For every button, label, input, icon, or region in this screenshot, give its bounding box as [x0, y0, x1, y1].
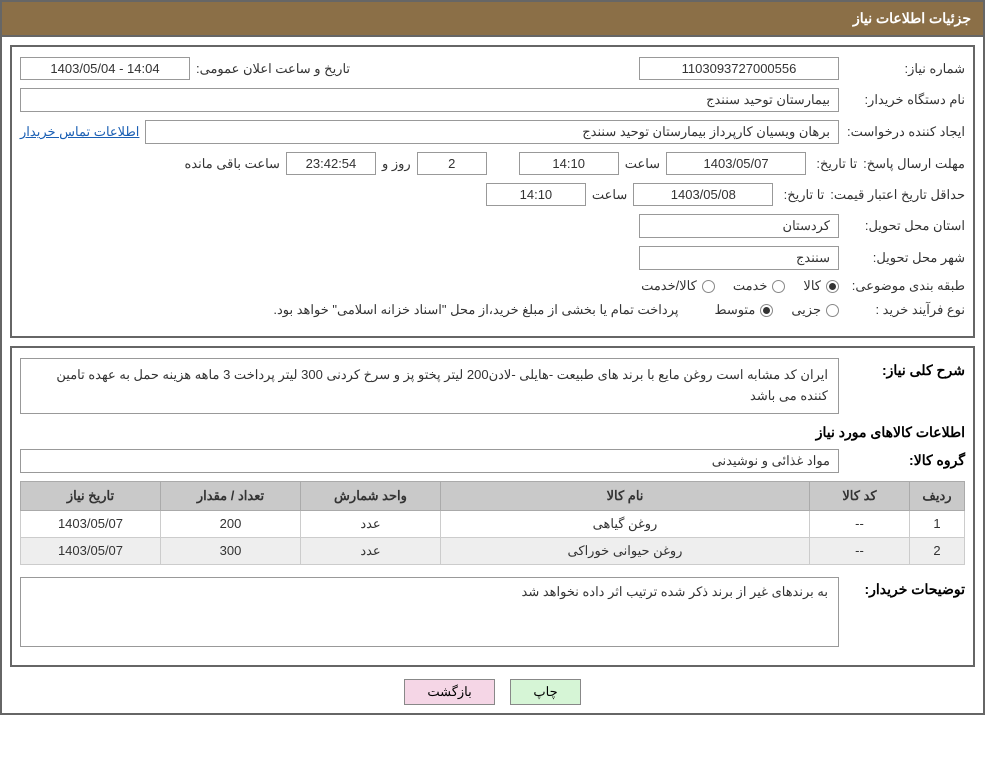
buyer-org-label: نام دستگاه خریدار: — [845, 92, 965, 108]
buyer-notes[interactable]: به برندهای غیر از برند ذکر شده ترتیب اثر… — [20, 577, 839, 647]
radio-goods-label: کالا — [803, 278, 821, 294]
radio-both-label: کالا/خدمت — [641, 278, 697, 294]
creator-label: ایجاد کننده درخواست: — [845, 124, 965, 140]
time-label-2: ساعت — [592, 187, 627, 203]
buyer-contact-link[interactable]: اطلاعات تماس خریدار — [20, 124, 139, 140]
th-unit: واحد شمارش — [301, 481, 441, 510]
group-label: گروه کالا: — [845, 452, 965, 469]
creator-value: برهان ویسیان کارپرداز بیمارستان توحید سن… — [145, 120, 839, 144]
process-label: نوع فرآیند خرید : — [845, 302, 965, 318]
buyer-org-value: بیمارستان توحید سنندج — [20, 88, 839, 112]
radio-icon — [826, 304, 839, 317]
cell-idx: 1 — [910, 510, 965, 537]
deadline-date: 1403/05/07 — [666, 152, 806, 175]
table-row: 2 -- روغن حیوانی خوراکی عدد 300 1403/05/… — [21, 537, 965, 564]
items-title: اطلاعات کالاهای مورد نیاز — [20, 424, 965, 441]
items-table: ردیف کد کالا نام کالا واحد شمارش تعداد /… — [20, 481, 965, 565]
radio-medium-label: متوسط — [714, 302, 755, 318]
radio-goods[interactable]: کالا — [803, 278, 839, 294]
countdown-value: 23:42:54 — [286, 152, 376, 175]
validity-time: 14:10 — [486, 183, 586, 206]
button-row: چاپ بازگشت — [10, 679, 975, 705]
announce-label: تاریخ و ساعت اعلان عمومی: — [196, 61, 350, 77]
cell-name: روغن حیوانی خوراکی — [441, 537, 810, 564]
th-date: تاریخ نیاز — [21, 481, 161, 510]
print-button[interactable]: چاپ — [510, 679, 580, 705]
cell-code: -- — [810, 510, 910, 537]
cell-qty: 200 — [161, 510, 301, 537]
category-label: طبقه بندی موضوعی: — [845, 278, 965, 294]
cell-qty: 300 — [161, 537, 301, 564]
to-date-label: تا تاریخ: — [812, 156, 857, 172]
radio-medium[interactable]: متوسط — [714, 302, 773, 318]
table-row: 1 -- روغن گیاهی عدد 200 1403/05/07 — [21, 510, 965, 537]
info-block-top: شماره نیاز: 1103093727000556 تاریخ و ساع… — [10, 45, 975, 338]
radio-service[interactable]: خدمت — [733, 278, 786, 294]
radio-icon — [826, 280, 839, 293]
radio-icon — [702, 280, 715, 293]
radio-icon — [772, 280, 785, 293]
th-row: ردیف — [910, 481, 965, 510]
cell-date: 1403/05/07 — [21, 537, 161, 564]
radio-minor[interactable]: جزیی — [791, 302, 839, 318]
info-block-need: شرح کلی نیاز: ایران کد مشابه است روغن ما… — [10, 346, 975, 667]
time-label-1: ساعت — [625, 156, 660, 172]
radio-service-label: خدمت — [733, 278, 768, 294]
notes-label: توضیحات خریدار: — [845, 581, 965, 598]
th-code: کد کالا — [810, 481, 910, 510]
city-value: سنندج — [639, 246, 839, 270]
province-label: استان محل تحویل: — [845, 218, 965, 234]
cell-name: روغن گیاهی — [441, 510, 810, 537]
th-qty: تعداد / مقدار — [161, 481, 301, 510]
process-radio-group: جزیی متوسط — [714, 302, 839, 318]
radio-minor-label: جزیی — [791, 302, 821, 318]
deadline-label: مهلت ارسال پاسخ: — [863, 156, 965, 172]
province-value: کردستان — [639, 214, 839, 238]
validity-date: 1403/05/08 — [633, 183, 773, 206]
category-radio-group: کالا خدمت کالا/خدمت — [641, 278, 839, 294]
radio-both[interactable]: کالا/خدمت — [641, 278, 715, 294]
back-button[interactable]: بازگشت — [404, 679, 494, 705]
remain-label: ساعت باقی مانده — [185, 156, 280, 172]
need-number-value: 1103093727000556 — [639, 57, 839, 80]
process-note: پرداخت تمام یا بخشی از مبلغ خرید،از محل … — [273, 302, 678, 318]
to-date-label-2: تا تاریخ: — [779, 187, 824, 203]
validity-label: حداقل تاریخ اعتبار قیمت: — [830, 187, 965, 203]
group-value: مواد غذائی و نوشیدنی — [20, 449, 839, 473]
cell-unit: عدد — [301, 537, 441, 564]
need-desc-label: شرح کلی نیاز: — [845, 362, 965, 379]
days-value: 2 — [417, 152, 487, 175]
cell-code: -- — [810, 537, 910, 564]
cell-date: 1403/05/07 — [21, 510, 161, 537]
need-desc-value: ایران کد مشابه است روغن مایع با برند های… — [20, 358, 839, 414]
cell-idx: 2 — [910, 537, 965, 564]
main-frame: شماره نیاز: 1103093727000556 تاریخ و ساع… — [0, 35, 985, 715]
th-name: نام کالا — [441, 481, 810, 510]
announce-value: 14:04 - 1403/05/04 — [20, 57, 190, 80]
cell-unit: عدد — [301, 510, 441, 537]
city-label: شهر محل تحویل: — [845, 250, 965, 266]
radio-icon — [760, 304, 773, 317]
need-number-label: شماره نیاز: — [845, 61, 965, 77]
days-and-label: روز و — [382, 156, 411, 172]
page-title: جزئیات اطلاعات نیاز — [0, 0, 985, 35]
deadline-time: 14:10 — [519, 152, 619, 175]
